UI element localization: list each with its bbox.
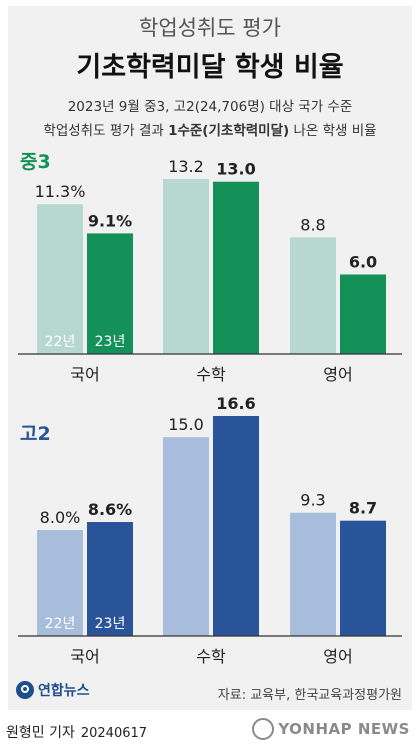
bar: [163, 179, 209, 354]
yonhap-logo-icon: [16, 681, 34, 699]
group-label: 고2: [20, 423, 51, 445]
logo-text: 연합뉴스: [38, 683, 90, 699]
legend-label: 23년: [95, 616, 126, 632]
data-label: 9.3: [300, 491, 325, 510]
data-label: 8.7: [349, 499, 377, 518]
description-bold: 1수준(기초학력미달): [168, 123, 290, 139]
description-line-1: 2023년 9월 중3, 고2(24,706명) 대상 국가 수준: [67, 99, 353, 115]
group-label: 중3: [20, 151, 51, 173]
description-post: 나온 학생 비율: [289, 123, 377, 139]
category-label: 수학: [196, 365, 226, 384]
category-label: 영어: [323, 365, 352, 384]
bar: [87, 233, 133, 354]
bar: [290, 237, 336, 354]
data-label: 13.2: [168, 157, 204, 176]
legend-label: 22년: [45, 616, 76, 632]
data-label: 6.0: [349, 252, 377, 271]
bar: [340, 274, 386, 354]
chart-subtitle: 학업성취도 평가: [139, 16, 281, 40]
bar: [213, 416, 259, 636]
legend-label: 22년: [45, 334, 76, 350]
bar: [163, 437, 209, 636]
category-label: 국어: [70, 365, 99, 384]
watermark: YONHAP NEWS: [252, 718, 410, 740]
watermark-icon: [252, 718, 275, 740]
chart-title: 기초학력미달 학생 비율: [76, 52, 344, 83]
byline: 원형민 기자 20240617: [6, 722, 147, 742]
data-label: 15.0: [168, 415, 204, 434]
bar: [37, 529, 83, 636]
data-label: 11.3%: [35, 182, 86, 201]
legend-label: 23년: [95, 334, 126, 350]
bar: [37, 204, 83, 354]
data-label: 8.6%: [88, 500, 132, 519]
reporter-name: 원형민 기자: [6, 725, 75, 741]
watermark-text: YONHAP NEWS: [278, 720, 410, 738]
publish-date: 20240617: [80, 726, 148, 741]
category-label: 수학: [196, 647, 226, 666]
bar: [340, 520, 386, 636]
description-line-2: 학업성취도 평가 결과 1수준(기초학력미달) 나온 학생 비율: [0, 119, 420, 139]
data-label: 16.6: [216, 394, 255, 413]
bar: [290, 512, 336, 636]
source-text: 자료: 교육부, 한국교육과정평가원: [217, 688, 402, 703]
data-label: 8.8: [300, 215, 325, 234]
description-pre: 학업성취도 평가 결과: [43, 123, 169, 139]
data-label: 9.1%: [88, 211, 132, 230]
data-label: 13.0: [216, 160, 255, 179]
category-label: 국어: [70, 647, 99, 666]
yonhap-logo: 연합뉴스: [16, 680, 90, 700]
data-label: 8.0%: [40, 508, 81, 527]
bar: [87, 522, 133, 636]
bar: [213, 181, 259, 354]
category-label: 영어: [323, 647, 352, 666]
